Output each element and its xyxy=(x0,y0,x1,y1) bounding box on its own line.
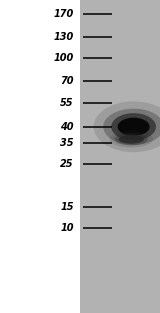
Text: 130: 130 xyxy=(53,32,74,42)
Text: 55: 55 xyxy=(60,98,74,108)
Ellipse shape xyxy=(118,118,150,136)
Ellipse shape xyxy=(103,109,160,145)
Text: 40: 40 xyxy=(60,122,74,132)
Bar xyxy=(80,0,160,313)
Text: 15: 15 xyxy=(60,202,74,212)
Text: 10: 10 xyxy=(60,223,74,233)
Text: 70: 70 xyxy=(60,76,74,86)
Ellipse shape xyxy=(118,135,144,144)
Text: 100: 100 xyxy=(53,53,74,63)
Text: 170: 170 xyxy=(53,9,74,19)
Ellipse shape xyxy=(111,113,156,140)
Ellipse shape xyxy=(115,133,148,146)
Bar xyxy=(0,0,80,313)
Text: 35: 35 xyxy=(60,138,74,148)
Ellipse shape xyxy=(109,131,153,148)
Ellipse shape xyxy=(94,101,160,152)
Text: 25: 25 xyxy=(60,159,74,169)
